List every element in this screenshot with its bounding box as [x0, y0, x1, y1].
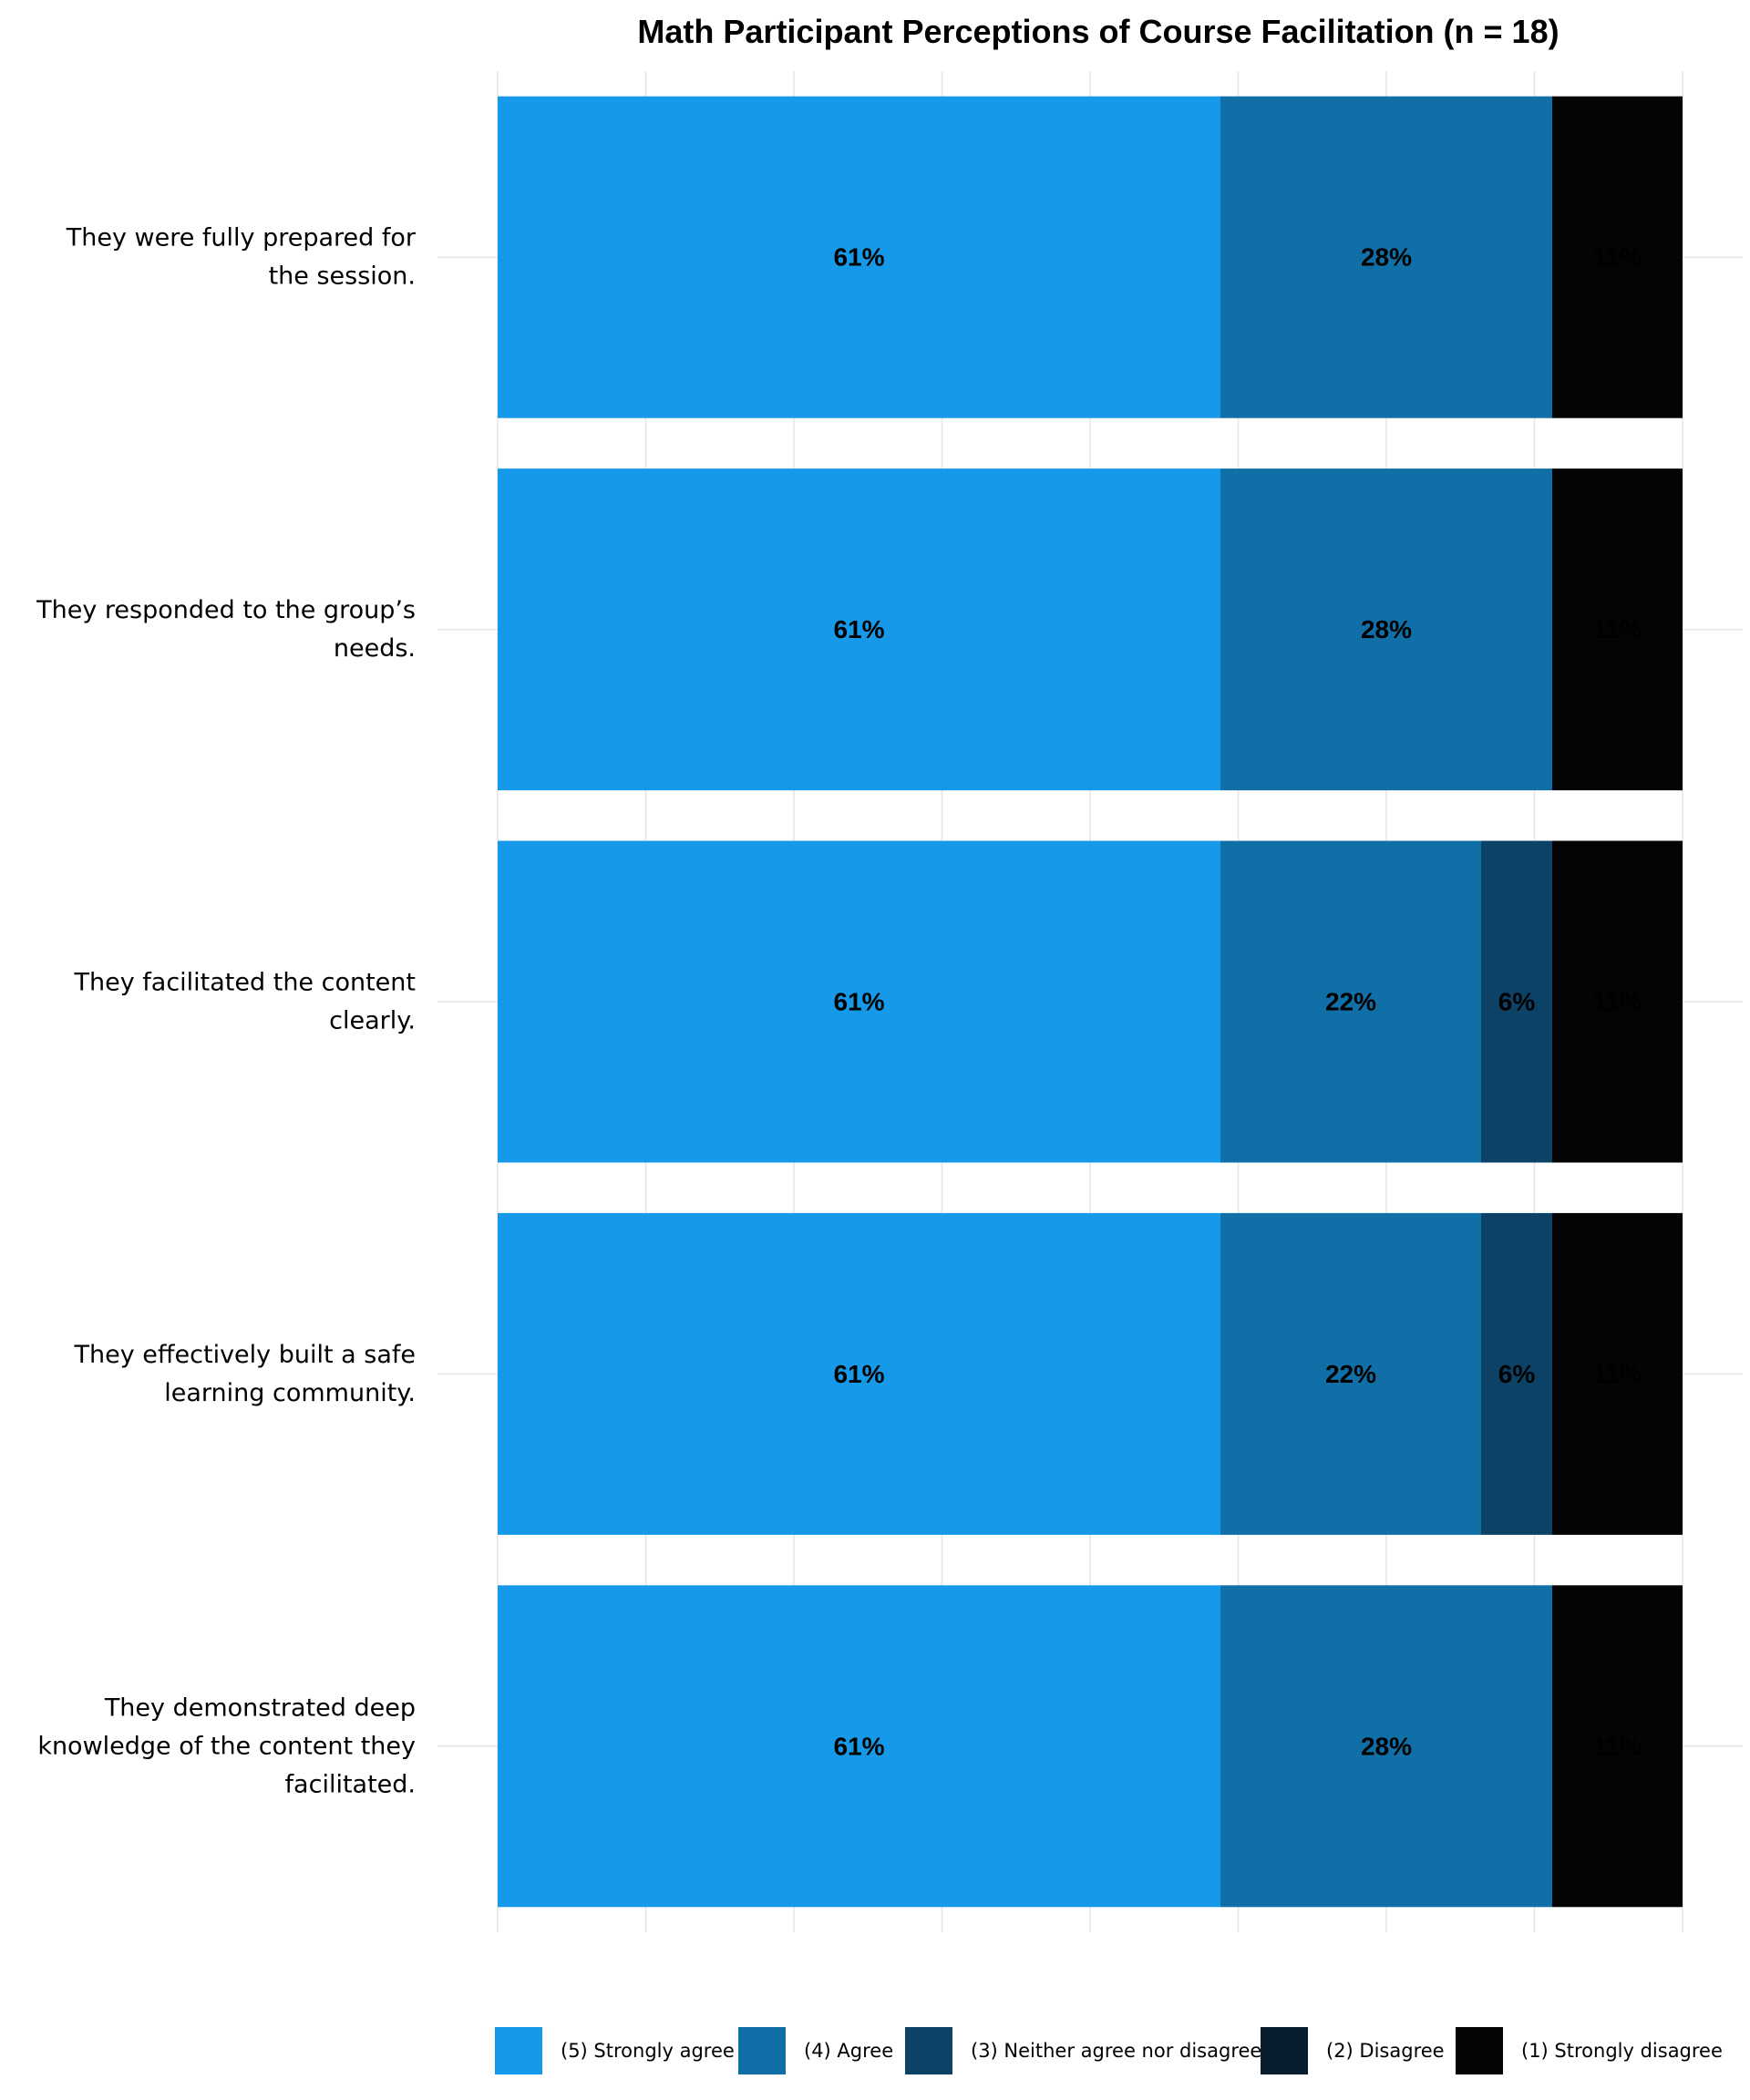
bar-segment: [1220, 468, 1552, 791]
category-label: They responded to the group’s needs.: [36, 596, 416, 663]
bar-segment: [498, 840, 1220, 1163]
data-label: 61%: [833, 243, 884, 272]
data-label: 28%: [1361, 1732, 1412, 1760]
data-label: 61%: [833, 1360, 884, 1388]
legend: (5) Strongly agree (4) Agree (3) Neither a…: [495, 2027, 1723, 2074]
data-label: 28%: [1361, 243, 1412, 272]
legend-swatch: [1456, 2027, 1503, 2074]
bar-segment: [498, 96, 1220, 418]
data-label: 6%: [1498, 988, 1536, 1016]
legend-label: (4) Agree: [804, 2040, 893, 2062]
data-label: 6%: [1498, 1360, 1536, 1388]
legend-swatch: [1261, 2027, 1308, 2074]
data-labels: 61% 28% 11% 61% 28% 11% 61% 22% 6% 11% 61% 22% 6% 11%…: [833, 243, 1642, 1761]
data-label: 28%: [1361, 615, 1412, 643]
legend-label: (1) Strongly disagree: [1521, 2040, 1723, 2062]
legend-label: (5) Strongly agree: [561, 2040, 735, 2062]
bar-segment: [498, 468, 1220, 791]
bar-segment: [1552, 468, 1683, 791]
category-label: They effectively built a safe learning co…: [74, 1341, 416, 1407]
category-label: They were fully prepared for the session.: [66, 224, 417, 291]
chart-title: Math Participant Perceptions of Course F…: [637, 13, 1559, 50]
data-label: 11%: [1592, 988, 1642, 1016]
data-label: 22%: [1325, 988, 1376, 1016]
data-label: 11%: [1592, 615, 1642, 643]
bar-segment: [1552, 96, 1683, 418]
bar-segment: [1220, 1585, 1552, 1908]
category-labels: They were fully prepared for the session.…: [36, 224, 417, 1799]
category-label: They demonstrated deep knowledge of the c…: [37, 1693, 416, 1798]
legend-label: (3) Neither agree nor disagree: [971, 2040, 1261, 2062]
bar-segment: [1552, 840, 1683, 1163]
category-label: They facilitated the content clearly.: [74, 969, 417, 1035]
bar-segment: [1220, 1212, 1481, 1535]
data-label: 11%: [1592, 1360, 1642, 1388]
bar-segment: [498, 1212, 1220, 1535]
bar-segment: [1481, 840, 1552, 1163]
legend-label: (2) Disagree: [1326, 2040, 1445, 2062]
bar-segment: [1220, 96, 1552, 418]
data-label: 11%: [1592, 243, 1642, 272]
legend-swatch: [495, 2027, 542, 2074]
legend-swatch: [905, 2027, 952, 2074]
bar-segment: [1220, 840, 1481, 1163]
bar-segment: [1481, 1212, 1552, 1535]
data-label: 11%: [1592, 1732, 1642, 1760]
data-label: 61%: [833, 1732, 884, 1760]
bar-segment: [1552, 1212, 1683, 1535]
legend-swatch: [738, 2027, 786, 2074]
bar-segment: [498, 1585, 1220, 1908]
data-label: 61%: [833, 615, 884, 643]
bars: [498, 96, 1683, 1908]
bar-segment: [1552, 1585, 1683, 1908]
data-label: 61%: [833, 988, 884, 1016]
data-label: 22%: [1325, 1360, 1376, 1388]
